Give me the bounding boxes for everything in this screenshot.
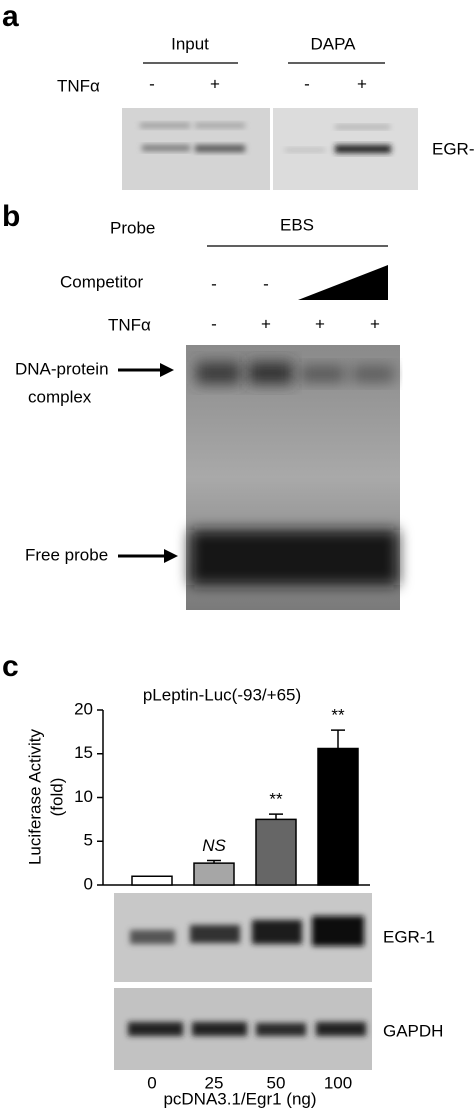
y-axis-label: Luciferase Activity — [25, 728, 44, 865]
y-tick-label: 5 — [84, 831, 93, 850]
bar — [131, 875, 173, 886]
x-tick-label: 0 — [147, 1073, 156, 1092]
lane-label: + — [261, 314, 271, 333]
probe-label: EBS — [280, 215, 314, 234]
bar-label: ** — [269, 790, 283, 809]
blot-label: EGR-1 — [383, 927, 435, 946]
gel — [186, 345, 400, 610]
panel-label: a — [2, 0, 19, 33]
lane-label: + — [315, 314, 325, 333]
bar-label: NS — [202, 836, 226, 855]
y-tick-label: 10 — [74, 787, 93, 806]
error-bar — [269, 813, 283, 820]
x-axis-label: pcDNA3.1/Egr1 (ng) — [163, 1089, 316, 1108]
arrow — [118, 549, 178, 563]
competitor-wedge — [298, 265, 388, 300]
x-tick-label: 50 — [267, 1073, 286, 1092]
gel-label: DNA-protein — [15, 359, 109, 378]
y-tick-label: 15 — [74, 743, 93, 762]
lane-label: + — [357, 74, 367, 93]
blot — [122, 108, 418, 190]
bar — [255, 818, 297, 886]
plot: 0 5 10 15 20 0 NS 25 ** 50 ** 100 — [74, 699, 370, 1092]
group-label: Input — [171, 34, 209, 53]
row-label: Probe — [110, 218, 155, 237]
lane-label: - — [211, 314, 217, 333]
lane-label: - — [149, 74, 155, 93]
bar-label: ** — [331, 706, 345, 725]
error-bar — [207, 859, 221, 864]
panel-label: c — [2, 650, 19, 683]
x-tick-label: 25 — [205, 1073, 224, 1092]
band-label: EGR-1 — [432, 139, 474, 158]
blot — [114, 893, 372, 1070]
y-axis-label: (fold) — [47, 778, 66, 817]
lane-label: - — [211, 274, 217, 293]
row-label: TNFα — [108, 315, 151, 334]
chart-title: pLeptin-Luc(-93/+65) — [143, 685, 301, 704]
lane-label: - — [263, 274, 269, 293]
bar — [193, 862, 235, 886]
x-tick-label: 100 — [324, 1073, 352, 1092]
lane-label: + — [370, 314, 380, 333]
row-label: Competitor — [60, 272, 143, 291]
arrow — [118, 363, 174, 377]
gel-label: Free probe — [25, 545, 108, 564]
row-label: TNFα — [57, 76, 100, 95]
error-bar — [331, 729, 345, 749]
lane-label: + — [210, 74, 220, 93]
panel-label: b — [2, 200, 20, 233]
blot-label: GAPDH — [383, 1021, 443, 1040]
y-tick-label: 0 — [84, 874, 93, 893]
lane-label: - — [304, 74, 310, 93]
gel-label: complex — [28, 387, 92, 406]
group-label: DAPA — [310, 34, 356, 53]
y-tick-label: 20 — [74, 699, 93, 718]
bar — [317, 747, 359, 886]
